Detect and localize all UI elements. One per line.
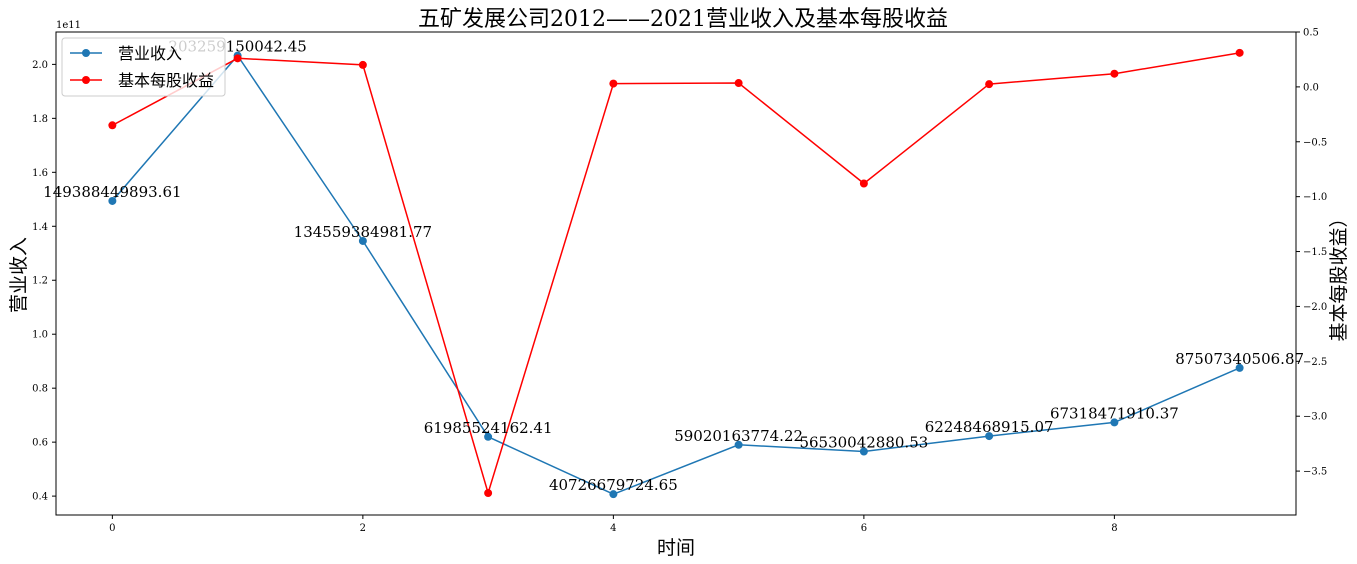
revenue-data-point bbox=[358, 236, 367, 245]
legend-label-revenue: 营业收入 bbox=[118, 44, 182, 63]
y-left-tick-label: 1.2 bbox=[32, 276, 48, 287]
y-left-tick-label: 1.0 bbox=[32, 330, 48, 341]
revenue-data-label: 61985524162.41 bbox=[424, 419, 553, 437]
y-right-tick-label: 0.5 bbox=[1303, 28, 1319, 39]
eps-data-point bbox=[233, 54, 242, 63]
y-right-axis-label: 基本每股收益） bbox=[1328, 208, 1350, 341]
chart-title: 五矿发展公司2012——2021营业收入及基本每股收益 bbox=[418, 7, 948, 32]
eps-data-point bbox=[484, 489, 493, 498]
revenue-data-label: 40726679724.65 bbox=[549, 476, 678, 494]
y-right-tick-label: −0.5 bbox=[1303, 137, 1327, 148]
legend-label-eps: 基本每股收益 bbox=[118, 71, 214, 90]
plot-frame bbox=[55, 31, 1297, 516]
eps-series-line bbox=[112, 52, 1240, 496]
revenue-data-label: 67318471910.37 bbox=[1050, 404, 1179, 422]
y-left-tick-label: 1.6 bbox=[32, 168, 48, 179]
y-left-axis-ticks: 0.4 0.6 0.8 1.0 1.2 1.4 1.6 1.8 2.0 bbox=[32, 60, 56, 503]
y-right-tick-label: −2.5 bbox=[1303, 357, 1327, 368]
legend-marker-revenue bbox=[82, 49, 90, 57]
revenue-data-label: 56530042880.53 bbox=[799, 434, 928, 452]
x-axis-ticks: 0 2 4 6 8 bbox=[109, 515, 1118, 534]
eps-data-point bbox=[859, 179, 868, 188]
revenue-data-point bbox=[609, 490, 618, 499]
revenue-data-label: 87507340506.87 bbox=[1175, 350, 1304, 368]
data-labels: 149388449893.61203259150042.451345593849… bbox=[43, 38, 1304, 495]
revenue-data-point bbox=[734, 440, 743, 449]
revenue-data-label: 59020163774.22 bbox=[674, 427, 803, 445]
y-right-tick-label: −3.0 bbox=[1303, 412, 1327, 423]
eps-data-point bbox=[985, 80, 994, 89]
y-right-tick-label: 0.0 bbox=[1303, 82, 1319, 93]
revenue-data-label: 134559384981.77 bbox=[294, 223, 432, 241]
series-layer bbox=[108, 48, 1244, 499]
legend: 营业收入 基本每股收益 bbox=[61, 37, 226, 97]
y-left-tick-label: 1.4 bbox=[32, 222, 48, 233]
x-tick-label: 0 bbox=[109, 523, 115, 534]
x-tick-label: 8 bbox=[1111, 523, 1117, 534]
y-right-tick-label: −1.5 bbox=[1303, 247, 1327, 258]
y-left-tick-label: 2.0 bbox=[32, 60, 48, 71]
revenue-data-point bbox=[484, 432, 493, 441]
y-right-tick-label: −2.0 bbox=[1303, 302, 1327, 313]
x-tick-label: 2 bbox=[360, 523, 366, 534]
revenue-data-label: 149388449893.61 bbox=[43, 183, 181, 201]
y-right-tick-label: −1.0 bbox=[1303, 192, 1327, 203]
y-left-tick-label: 0.4 bbox=[32, 492, 48, 503]
revenue-data-label: 62248468915.07 bbox=[925, 418, 1054, 436]
eps-data-point bbox=[1110, 69, 1119, 78]
x-tick-label: 4 bbox=[610, 523, 616, 534]
revenue-data-point bbox=[859, 447, 868, 456]
revenue-data-point bbox=[1235, 363, 1244, 372]
x-tick-label: 6 bbox=[861, 523, 867, 534]
y-right-tick-label: −3.5 bbox=[1303, 467, 1327, 478]
revenue-data-point bbox=[1110, 418, 1119, 427]
legend-marker-eps bbox=[82, 76, 90, 84]
revenue-series-line bbox=[111, 54, 1240, 496]
x-axis-label: 时间 bbox=[657, 537, 695, 559]
y-left-tick-label: 0.6 bbox=[32, 438, 48, 449]
eps-data-point bbox=[108, 121, 117, 130]
eps-data-point bbox=[734, 79, 743, 88]
legend-box bbox=[61, 37, 226, 97]
y-left-axis-label: 营业收入 bbox=[8, 237, 30, 313]
eps-data-point bbox=[609, 79, 618, 88]
y-left-tick-label: 0.8 bbox=[32, 384, 48, 395]
y-left-tick-label: 1.8 bbox=[32, 114, 48, 125]
eps-data-point bbox=[1235, 48, 1244, 57]
y-offset-label: 1e11 bbox=[56, 20, 81, 31]
y-right-axis-ticks: 0.5 0.0 −0.5 −1.0 −1.5 −2.0 −2.5 −3.0 −3.5 bbox=[1296, 28, 1327, 478]
revenue-data-point bbox=[985, 432, 994, 441]
eps-data-point bbox=[358, 60, 367, 69]
revenue-data-point bbox=[108, 196, 117, 205]
